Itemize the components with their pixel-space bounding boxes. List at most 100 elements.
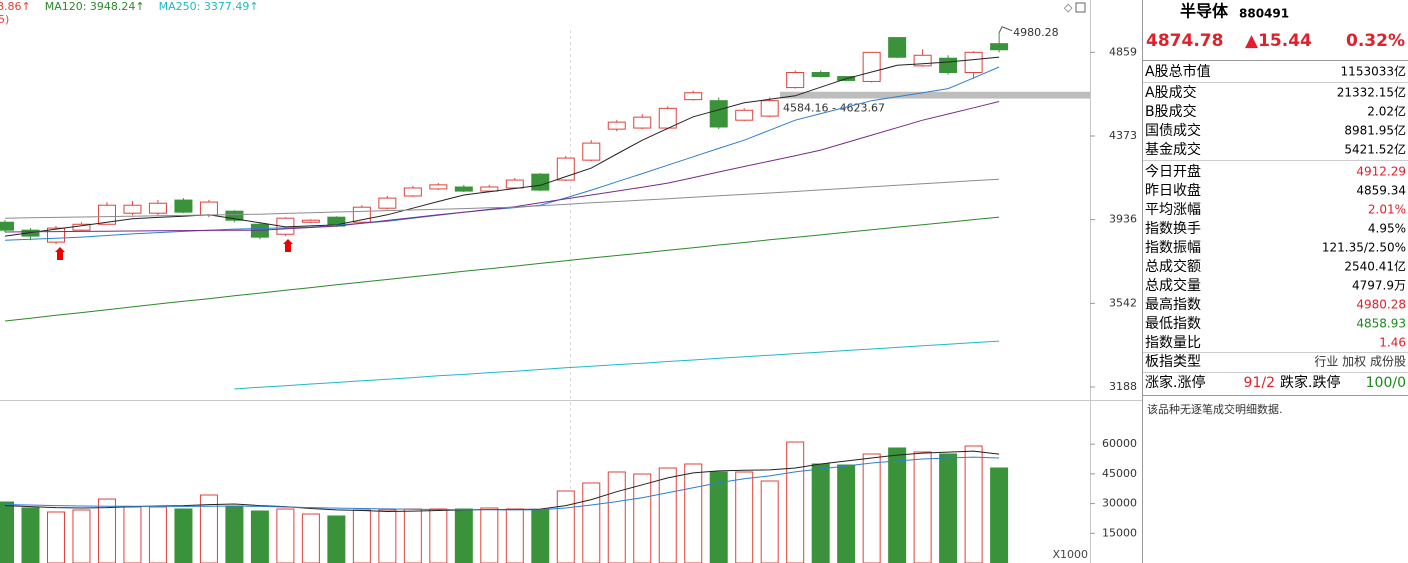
volume-bar [225, 505, 244, 563]
candle-body [760, 100, 779, 117]
volume-bar [811, 463, 830, 563]
ma-line [4, 66, 1000, 241]
legend-entry: MA120: 3948.24↑ [45, 0, 145, 13]
row-label: 指数量比 [1145, 335, 1201, 351]
candle-body [0, 221, 14, 231]
candle-body [174, 199, 193, 213]
change-pct: 0.32% [1346, 31, 1405, 51]
volume-bar [913, 451, 932, 563]
high-label: 4980.28 [1013, 26, 1059, 39]
candle-body [480, 186, 499, 192]
ma-line [4, 101, 1000, 233]
candle-body [225, 210, 244, 221]
candle-body [939, 57, 958, 74]
row-value: 2540.41亿 [1344, 259, 1406, 274]
row-label: B股成交 [1145, 103, 1197, 120]
row-value: 4858.93 [1356, 317, 1406, 331]
volume-bar [760, 480, 779, 563]
candle-body [990, 43, 1009, 51]
volume-bar [658, 467, 677, 563]
row-label: 今日开盘 [1145, 163, 1201, 180]
candle-body [378, 197, 397, 209]
volume-bar [684, 463, 703, 563]
row-label: A股成交 [1145, 84, 1197, 101]
volume-bar [888, 447, 907, 563]
y-tick-label: 60000 [1102, 437, 1137, 450]
y-tick-label: 15000 [1102, 526, 1137, 539]
candle-body [786, 72, 805, 89]
volume-bar [709, 471, 728, 563]
icon[interactable]: ◇ [1064, 1, 1073, 14]
volume-bar [429, 508, 448, 563]
panel-title: 半导体 [1180, 2, 1229, 21]
row-value: 4.95% [1368, 222, 1406, 236]
volume-bar [582, 482, 601, 563]
candle-body [811, 72, 830, 78]
y-tick-label: 45000 [1102, 467, 1137, 480]
row-value: 2.01% [1368, 203, 1406, 217]
ma-line [4, 56, 1000, 237]
volume-bar [148, 506, 167, 563]
candle-body [862, 51, 881, 82]
volume-bar [964, 445, 983, 563]
candle-body [531, 173, 550, 191]
candle-body [199, 201, 218, 216]
candle-body [913, 54, 932, 67]
row-label: A股总市值 [1145, 63, 1211, 80]
candle-body [429, 184, 448, 190]
ma-line [4, 456, 1000, 511]
price-zone [780, 91, 1090, 99]
candle-body [21, 229, 40, 237]
volume-bar [174, 508, 193, 563]
candle-body [964, 51, 983, 74]
row-value: 100/0 [1366, 375, 1406, 391]
row-label: 基金成交 [1145, 141, 1201, 158]
volume-bar [199, 494, 218, 563]
row-label: 板指类型 [1145, 354, 1201, 370]
volume-bar [301, 513, 320, 563]
marker-arrow [283, 239, 293, 252]
volume-bar [862, 453, 881, 563]
candle-body [888, 37, 907, 58]
volume-bar [276, 508, 295, 563]
volume-bar [21, 507, 40, 563]
volume-bar [72, 509, 91, 563]
ma-line [4, 216, 1000, 322]
candle-body [582, 142, 601, 161]
volume-bar [607, 471, 626, 563]
volume-bar [531, 509, 550, 563]
change: ▲15.44 [1245, 31, 1312, 51]
row-value: 1.46 [1379, 336, 1406, 350]
volume-bar [990, 467, 1009, 563]
legend-entry: 5) [0, 13, 9, 26]
row-label: 国债成交 [1145, 122, 1201, 139]
row-label: 昨日收盘 [1145, 182, 1201, 199]
y-tick-label: 3936 [1109, 213, 1137, 226]
volume-bar [352, 509, 371, 563]
candle-body [123, 204, 142, 214]
y-tick-label: 3542 [1109, 296, 1137, 309]
row-label: 涨家.涨停 [1145, 374, 1205, 391]
candle-body [505, 179, 524, 189]
icon[interactable] [1075, 2, 1086, 13]
row-label: 最高指数 [1145, 296, 1201, 313]
row-value: 行业 加权 成份股 [1314, 355, 1406, 369]
volume-bar [735, 471, 754, 563]
row-value: 121.35/2.50% [1322, 241, 1406, 255]
volume-bar [505, 508, 524, 563]
volume-bar [123, 506, 142, 563]
panel-code: 880491 [1239, 7, 1289, 21]
row-label: 跌家.跌停 [1280, 374, 1340, 391]
volume-bar [786, 441, 805, 563]
y-tick-label: 3188 [1109, 380, 1137, 393]
row-label: 平均涨幅 [1145, 202, 1201, 218]
volume-bar [454, 508, 473, 563]
high-pointer [998, 26, 1013, 33]
ma-line [4, 178, 1000, 219]
candle-body [735, 109, 754, 121]
volume-unit: X1000 [1052, 548, 1088, 561]
candle-body [658, 107, 677, 129]
candle-body [454, 186, 473, 192]
zone-label: 4584.16 - 4623.67 [783, 102, 885, 115]
